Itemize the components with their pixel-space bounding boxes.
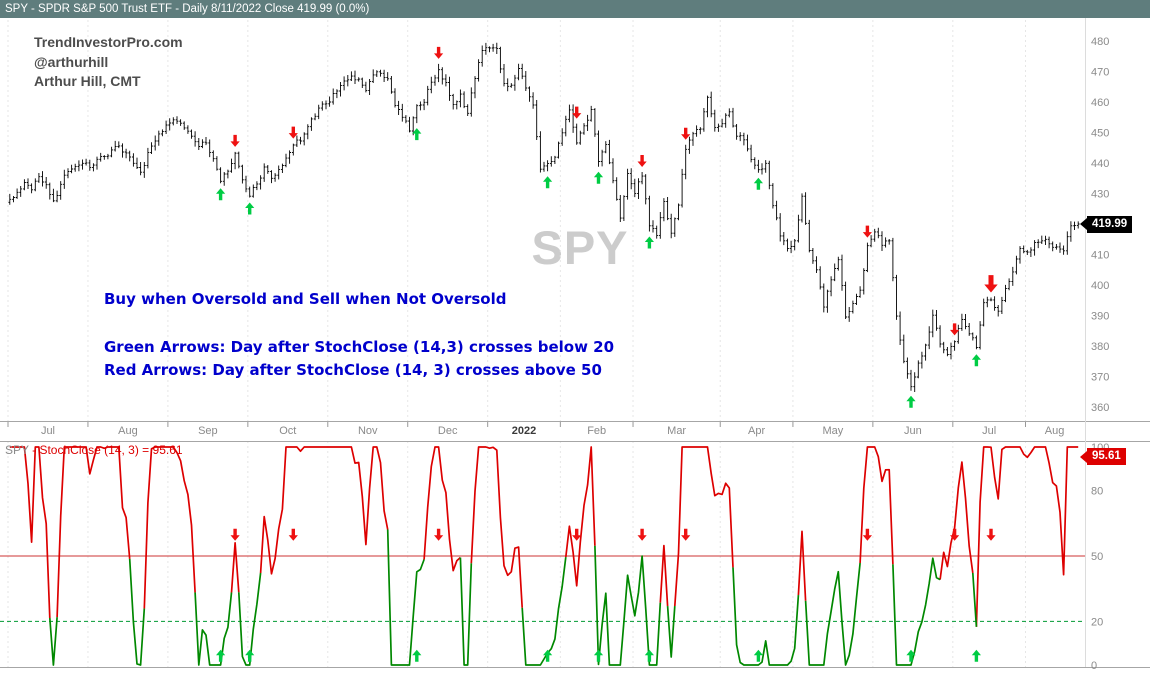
month-label: Sep (198, 425, 218, 437)
stoch-panel-title: SPY - StochClose (14, 3) = 95.61 (5, 443, 183, 457)
buy-arrow-icon (216, 188, 226, 201)
branding-handle: @arthurhill (34, 53, 109, 70)
stoch-sell-arrow-icon (681, 528, 691, 541)
sell-arrow-icon (434, 46, 444, 59)
price-tick-label: 380 (1091, 341, 1109, 353)
stoch-sell-arrow-icon (434, 528, 444, 541)
stoch-indicator-label: - StochClose (14, 3) = 95.61 (28, 443, 183, 457)
stoch-symbol: SPY (5, 443, 29, 457)
sell-arrow-icon (572, 106, 582, 119)
price-tick-label: 410 (1091, 250, 1109, 262)
price-tick-label: 360 (1091, 402, 1109, 414)
stoch-sell-arrow-icon (288, 528, 298, 541)
stoch-callout: 95.61 (1080, 448, 1126, 466)
stoch-sell-arrow-icon (572, 528, 582, 541)
stoch-tick-label: 20 (1091, 616, 1103, 628)
price-tick-label: 480 (1091, 36, 1109, 48)
stoch-buy-arrow-icon (644, 649, 654, 662)
stochclose-line-oversold (48, 529, 978, 666)
strategy-annotations: Buy when Oversold and Sell when Not Over… (104, 288, 614, 382)
month-label: Oct (279, 425, 296, 437)
month-label: Nov (358, 425, 378, 437)
month-label: 2022 (512, 425, 536, 437)
month-label: Aug (118, 425, 138, 437)
stoch-buy-arrow-icon (593, 649, 604, 662)
stoch-tick-label: 0 (1091, 660, 1097, 672)
stoch-buy-arrow-icon (245, 649, 255, 662)
month-label: Jul (982, 425, 996, 437)
stoch-buy-arrow-icon (216, 649, 226, 662)
price-tick-label: 430 (1091, 189, 1109, 201)
stoch-sell-arrow-icon (862, 528, 872, 541)
month-label: Jul (41, 425, 55, 437)
stoch-buy-arrow-icon (543, 649, 553, 662)
sell-arrow-icon (637, 155, 647, 167)
chart-titlebar: SPY - SPDR S&P 500 Trust ETF - Daily 8/1… (0, 0, 1150, 18)
price-tick-label: 370 (1091, 372, 1109, 384)
price-tick-label: 440 (1091, 158, 1109, 170)
branding-author: Arthur Hill, CMT (34, 73, 141, 89)
stoch-sell-arrow-icon (950, 528, 960, 541)
buy-arrow-icon (906, 395, 916, 408)
branding-block: TrendInvestorPro.com @arthurhill Arthur … (34, 33, 183, 92)
price-bars (8, 42, 1080, 392)
buy-arrow-icon (644, 236, 654, 249)
annotation-spacer (104, 311, 614, 336)
stoch-buy-arrow-icon (753, 649, 763, 662)
stochclose-line-not-oversold (9, 446, 1079, 627)
buy-arrow-icon (412, 128, 422, 141)
buy-arrow-icon (245, 202, 255, 215)
buy-arrow-icon (971, 354, 981, 367)
buy-arrow-icon (593, 171, 604, 184)
stoch-buy-arrow-icon (971, 649, 981, 662)
sell-arrow-icon (950, 323, 960, 336)
month-label: Feb (587, 425, 606, 437)
sell-arrow-icon (230, 134, 240, 147)
buy-arrow-icon (543, 176, 553, 189)
sell-arrow-icon (288, 126, 298, 139)
month-label: Jun (904, 425, 922, 437)
buy-arrow-icon (753, 177, 763, 190)
sell-arrow-icon (862, 225, 872, 238)
stoch-buy-arrow-icon (412, 649, 422, 662)
chart-title: SPY - SPDR S&P 500 Trust ETF - Daily 8/1… (5, 3, 370, 15)
stoch-tick-label: 50 (1091, 551, 1103, 563)
last-price-label: 419.99 (1092, 217, 1128, 230)
price-tick-label: 450 (1091, 128, 1109, 140)
month-label: Dec (438, 425, 458, 437)
month-label: May (823, 425, 844, 437)
branding-site: TrendInvestorPro.com (34, 34, 183, 50)
strategy-line: Buy when Oversold and Sell when Not Over… (104, 290, 507, 308)
sell-arrow-icon (681, 127, 691, 140)
watermark: SPY (531, 221, 629, 274)
last-stoch-label: 95.61 (1092, 450, 1121, 463)
price-tick-label: 470 (1091, 67, 1109, 79)
stoch-sell-arrow-icon (230, 528, 240, 541)
month-label: Apr (748, 425, 765, 437)
stoch-buy-arrow-icon (906, 649, 916, 662)
green-rule-line: Green Arrows: Day after StochClose (14,3… (104, 338, 615, 356)
price-tick-label: 400 (1091, 280, 1109, 292)
red-rule-line: Red Arrows: Day after StochClose (14, 3)… (104, 361, 602, 379)
price-callout: 419.99 (1079, 215, 1133, 233)
month-label: Aug (1045, 425, 1065, 437)
price-tick-label: 460 (1091, 97, 1109, 109)
stoch-tick-label: 80 (1091, 486, 1103, 498)
price-tick-label: 390 (1091, 311, 1109, 323)
month-label: Mar (667, 425, 686, 437)
sell-arrow-icon (984, 275, 998, 293)
stoch-sell-arrow-icon (637, 528, 647, 541)
stoch-sell-arrow-icon (986, 528, 996, 541)
